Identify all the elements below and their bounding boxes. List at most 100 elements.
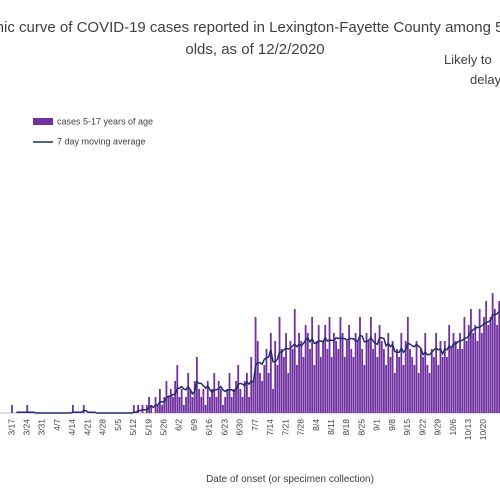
bar <box>372 349 374 413</box>
bar <box>459 333 461 413</box>
x-tick-label: 9/22 <box>417 419 427 436</box>
bar <box>337 349 340 413</box>
annotation: delay <box>470 72 500 87</box>
bar <box>285 333 287 413</box>
bar <box>389 357 392 413</box>
bar <box>293 309 296 413</box>
bar <box>456 349 459 413</box>
x-tick-label: 9/29 <box>433 419 443 436</box>
bar <box>215 397 218 413</box>
bar <box>383 349 385 413</box>
bar <box>237 365 240 413</box>
bar <box>354 333 357 413</box>
annotation: Likely to <box>444 52 492 67</box>
bar <box>437 365 440 413</box>
x-tick-label: 10/6 <box>448 419 458 436</box>
bar <box>193 381 196 413</box>
bar <box>261 381 264 413</box>
bar <box>361 349 364 413</box>
bar <box>398 357 401 413</box>
x-tick-label: 4/21 <box>82 419 92 436</box>
bar <box>167 397 170 413</box>
bar <box>313 365 316 413</box>
bar <box>235 381 237 413</box>
bar <box>243 381 246 413</box>
bar <box>406 317 409 413</box>
bar <box>296 365 298 413</box>
bar <box>448 325 451 413</box>
bar <box>491 293 494 413</box>
bar <box>309 349 311 413</box>
bar <box>330 357 333 413</box>
x-tick-label: 8/18 <box>341 419 351 436</box>
bar <box>454 341 457 413</box>
bar <box>311 317 314 413</box>
bar <box>415 341 418 413</box>
bar <box>278 317 281 413</box>
bar <box>224 397 227 413</box>
bar <box>150 405 153 413</box>
bar <box>282 357 285 413</box>
bar <box>241 397 244 413</box>
bar <box>365 333 368 413</box>
bar <box>169 389 172 413</box>
x-tick-label: 6/2 <box>174 419 184 431</box>
bar <box>411 357 414 413</box>
bar <box>474 325 477 413</box>
bar <box>82 405 85 413</box>
bar <box>417 373 420 413</box>
bar <box>446 357 448 413</box>
bar <box>465 341 468 413</box>
bar <box>252 381 255 413</box>
bar <box>172 397 174 413</box>
x-tick-label: 6/30 <box>235 419 245 436</box>
bar <box>300 341 303 413</box>
bar <box>182 405 185 413</box>
bar <box>226 389 229 413</box>
bar <box>335 341 337 413</box>
bar <box>439 341 442 413</box>
bar <box>200 397 203 413</box>
bar <box>413 365 416 413</box>
legend-label: cases 5-17 years of age <box>57 116 153 126</box>
x-axis-label: Date of onset (or specimen collection) <box>206 474 374 485</box>
bar <box>433 357 435 413</box>
bar <box>487 325 490 413</box>
bar <box>385 365 387 413</box>
bar <box>480 333 483 413</box>
bar <box>426 365 429 413</box>
bar <box>493 309 496 413</box>
legend-swatch <box>33 118 53 125</box>
bar <box>191 397 194 413</box>
bar <box>346 341 348 413</box>
x-tick-label: 6/16 <box>204 419 214 436</box>
bar <box>148 397 150 413</box>
bar <box>161 405 163 413</box>
bar <box>341 333 344 413</box>
bar <box>409 349 411 413</box>
bar <box>232 389 235 413</box>
bar <box>359 317 361 413</box>
bar <box>213 373 216 413</box>
bar <box>328 317 331 413</box>
x-tick-label: 4/28 <box>98 419 108 436</box>
x-tick-label: 9/15 <box>402 419 412 436</box>
moving-average-line <box>16 310 500 414</box>
bar <box>467 325 470 413</box>
bar <box>180 389 183 413</box>
bar <box>422 357 424 413</box>
bar <box>206 381 209 413</box>
bar <box>333 333 335 413</box>
bar <box>348 325 351 413</box>
x-tick-label: 7/28 <box>296 419 306 436</box>
bar <box>424 333 427 413</box>
bar <box>470 309 472 413</box>
bar <box>202 389 205 413</box>
bar <box>269 333 272 413</box>
x-tick-label: 5/19 <box>143 419 153 436</box>
bar <box>204 405 207 413</box>
bar <box>404 341 407 413</box>
bar <box>326 349 329 413</box>
bar <box>174 381 177 413</box>
